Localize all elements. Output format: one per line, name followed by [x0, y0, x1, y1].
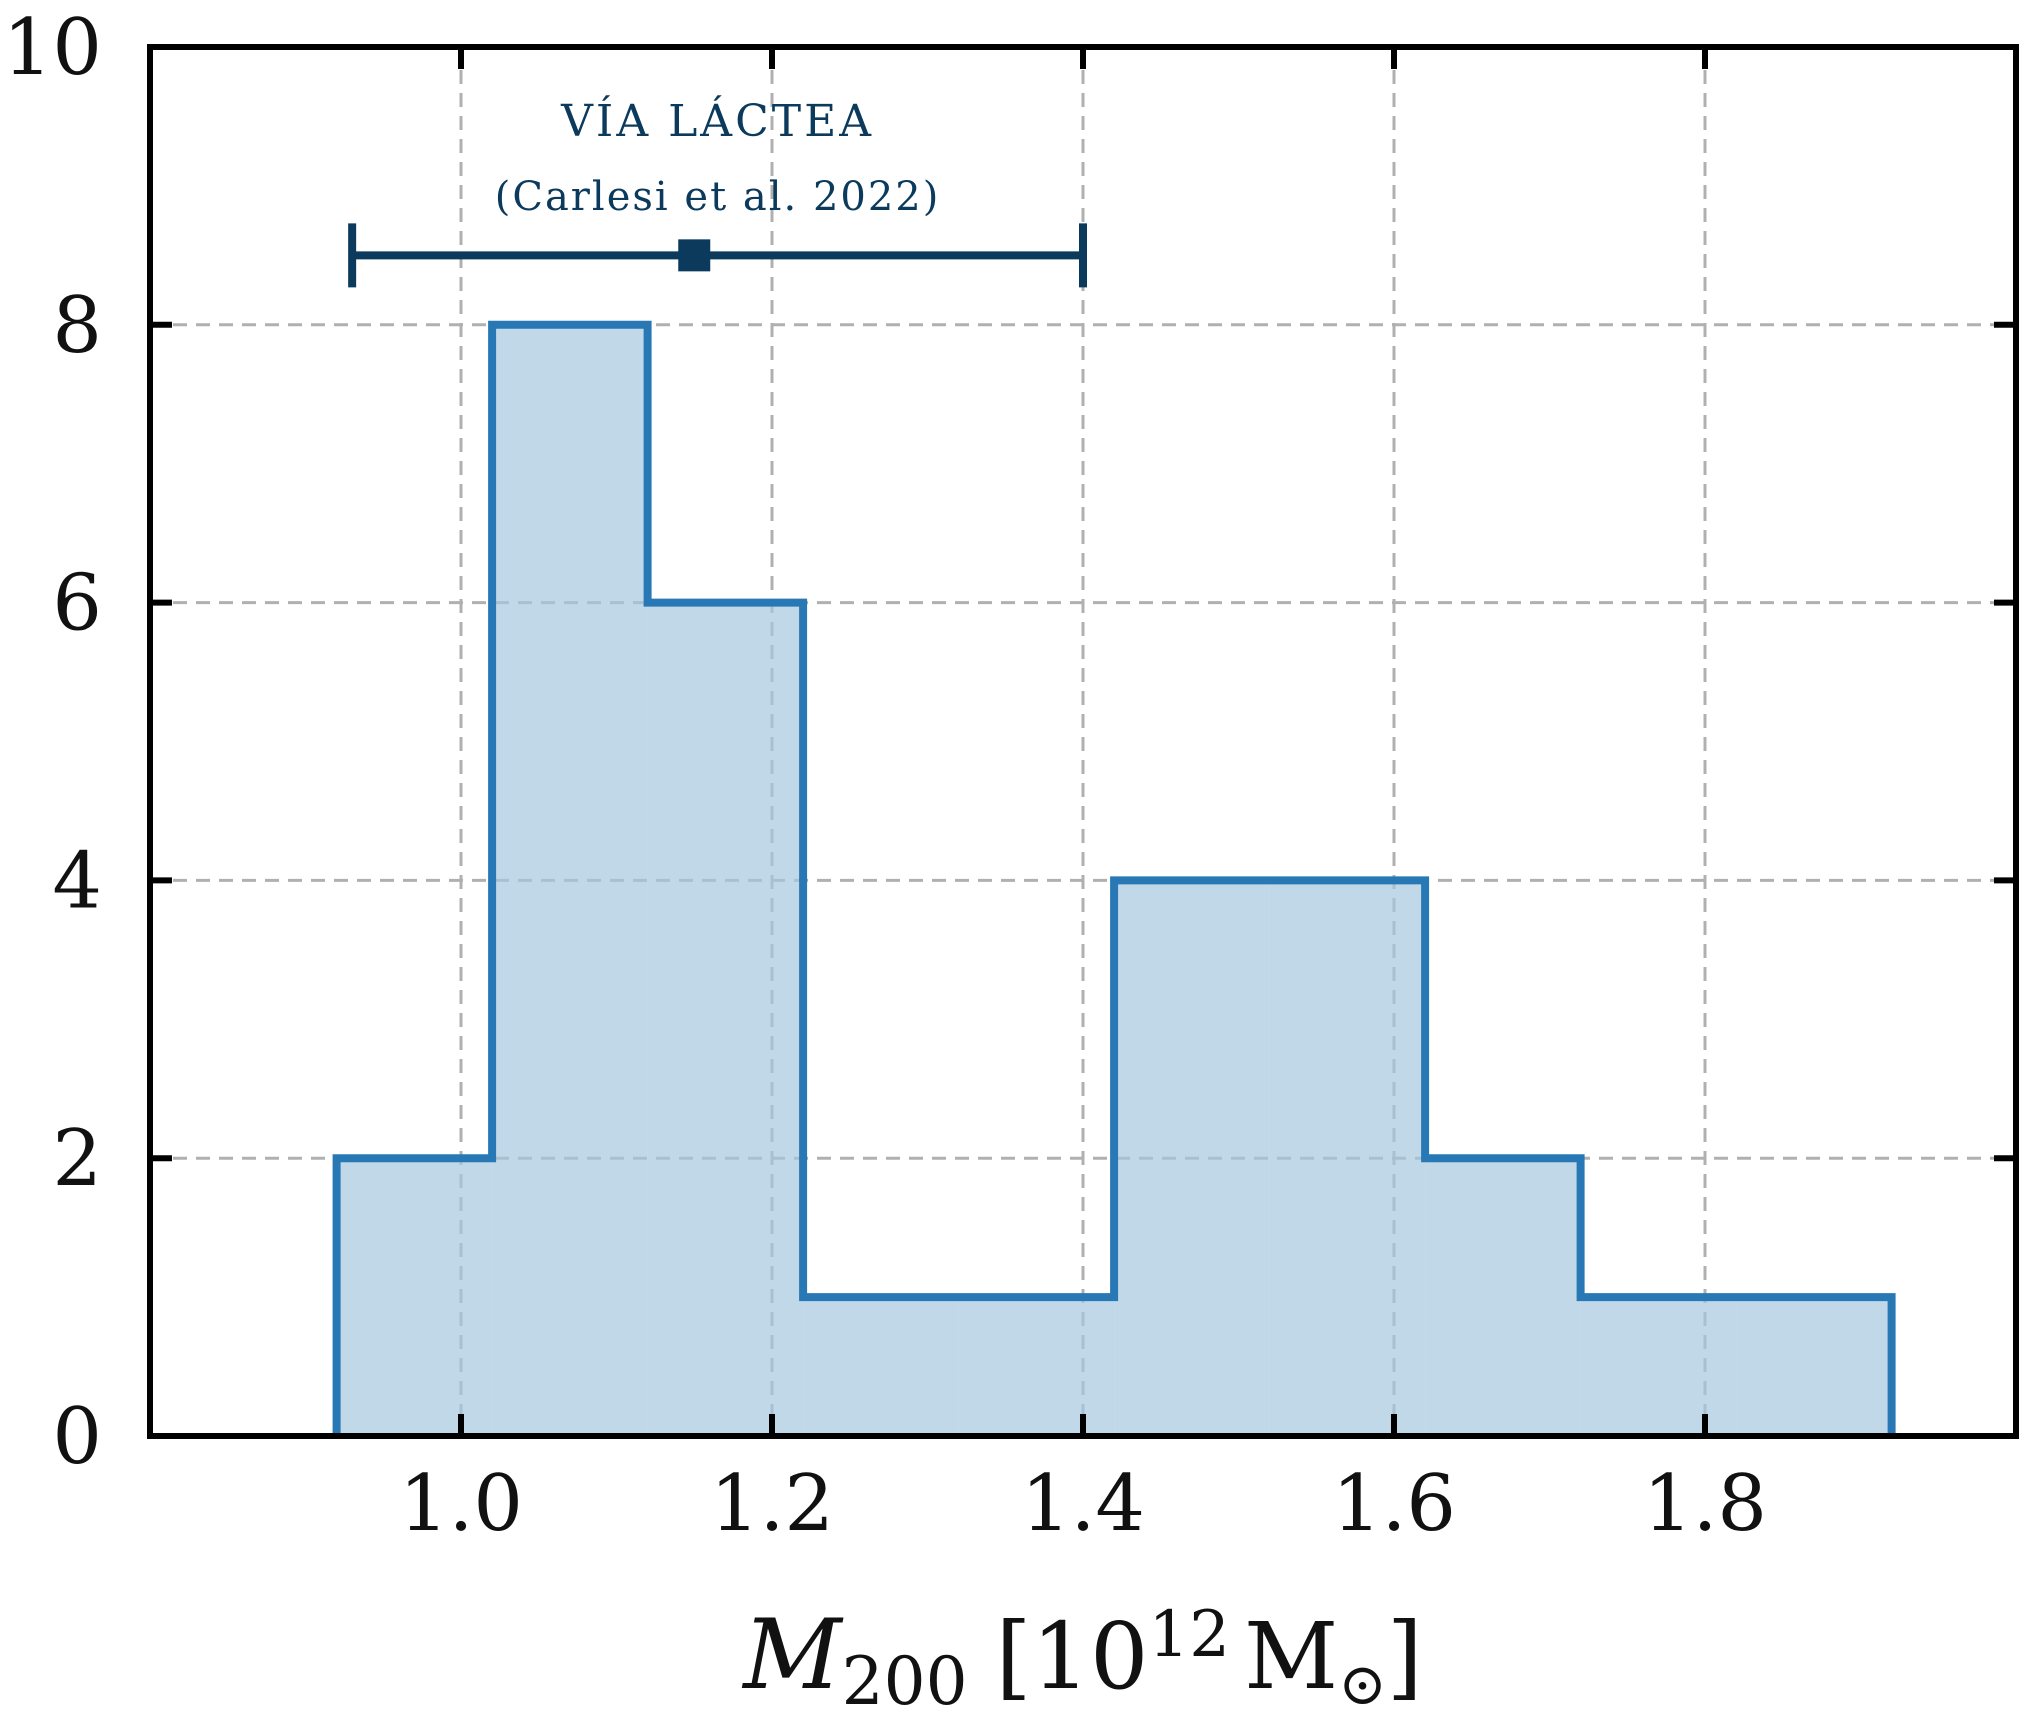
x-tick-label: 1.2	[710, 1459, 834, 1549]
histogram-bar	[1269, 880, 1426, 1436]
histogram-outline	[332, 320, 1896, 1436]
x-tick-label: 1.4	[1021, 1459, 1145, 1549]
histogram-bar	[647, 602, 804, 1436]
plot-frame	[147, 44, 2019, 1439]
histogram-bar	[1580, 1297, 1737, 1436]
milky-way-errorbar	[348, 223, 1087, 288]
x-tick-label: 1.8	[1643, 1459, 1767, 1549]
histogram-bar	[803, 1297, 959, 1436]
x-label-close: ]	[1387, 1603, 1423, 1710]
x-axis-label: M200 [1012 M⊙]	[741, 1598, 1422, 1720]
errorbar-marker	[678, 239, 711, 272]
x-tick-label: 1.6	[1332, 1459, 1456, 1549]
annotation-citation: (Carlesi et al. 2022)	[495, 174, 941, 220]
y-tick-label: 10	[3, 3, 102, 93]
x-label-superscript: 12	[1149, 1598, 1230, 1672]
x-label-unit: M	[1244, 1603, 1338, 1710]
histogram-bar	[1114, 880, 1270, 1436]
histogram-bar	[336, 1158, 493, 1436]
histogram-bar	[492, 324, 648, 1436]
x-label-symbol: M	[741, 1599, 844, 1711]
y-tick-label: 0	[52, 1392, 102, 1482]
histogram-bar	[1425, 1158, 1581, 1436]
y-tick-label: 2	[52, 1114, 102, 1204]
y-tick-label: 6	[52, 559, 102, 649]
x-label-sun: ⊙	[1338, 1650, 1387, 1718]
y-tick-label: 4	[52, 836, 102, 926]
histogram	[332, 320, 1896, 1436]
annotation-title: VÍA LÁCTEA	[560, 94, 874, 147]
x-tick-labels: 1.0 1.2 1.4 1.6 1.8	[399, 1459, 1767, 1549]
x-label-open: [10	[996, 1603, 1149, 1710]
x-label-subscript: 200	[842, 1643, 968, 1720]
histogram-bar	[958, 1297, 1115, 1436]
histogram-bar	[1736, 1297, 1892, 1436]
y-tick-labels: 0 2 4 6 8 10	[3, 3, 102, 1482]
x-tick-label: 1.0	[399, 1459, 523, 1549]
y-tick-label: 8	[52, 281, 102, 371]
